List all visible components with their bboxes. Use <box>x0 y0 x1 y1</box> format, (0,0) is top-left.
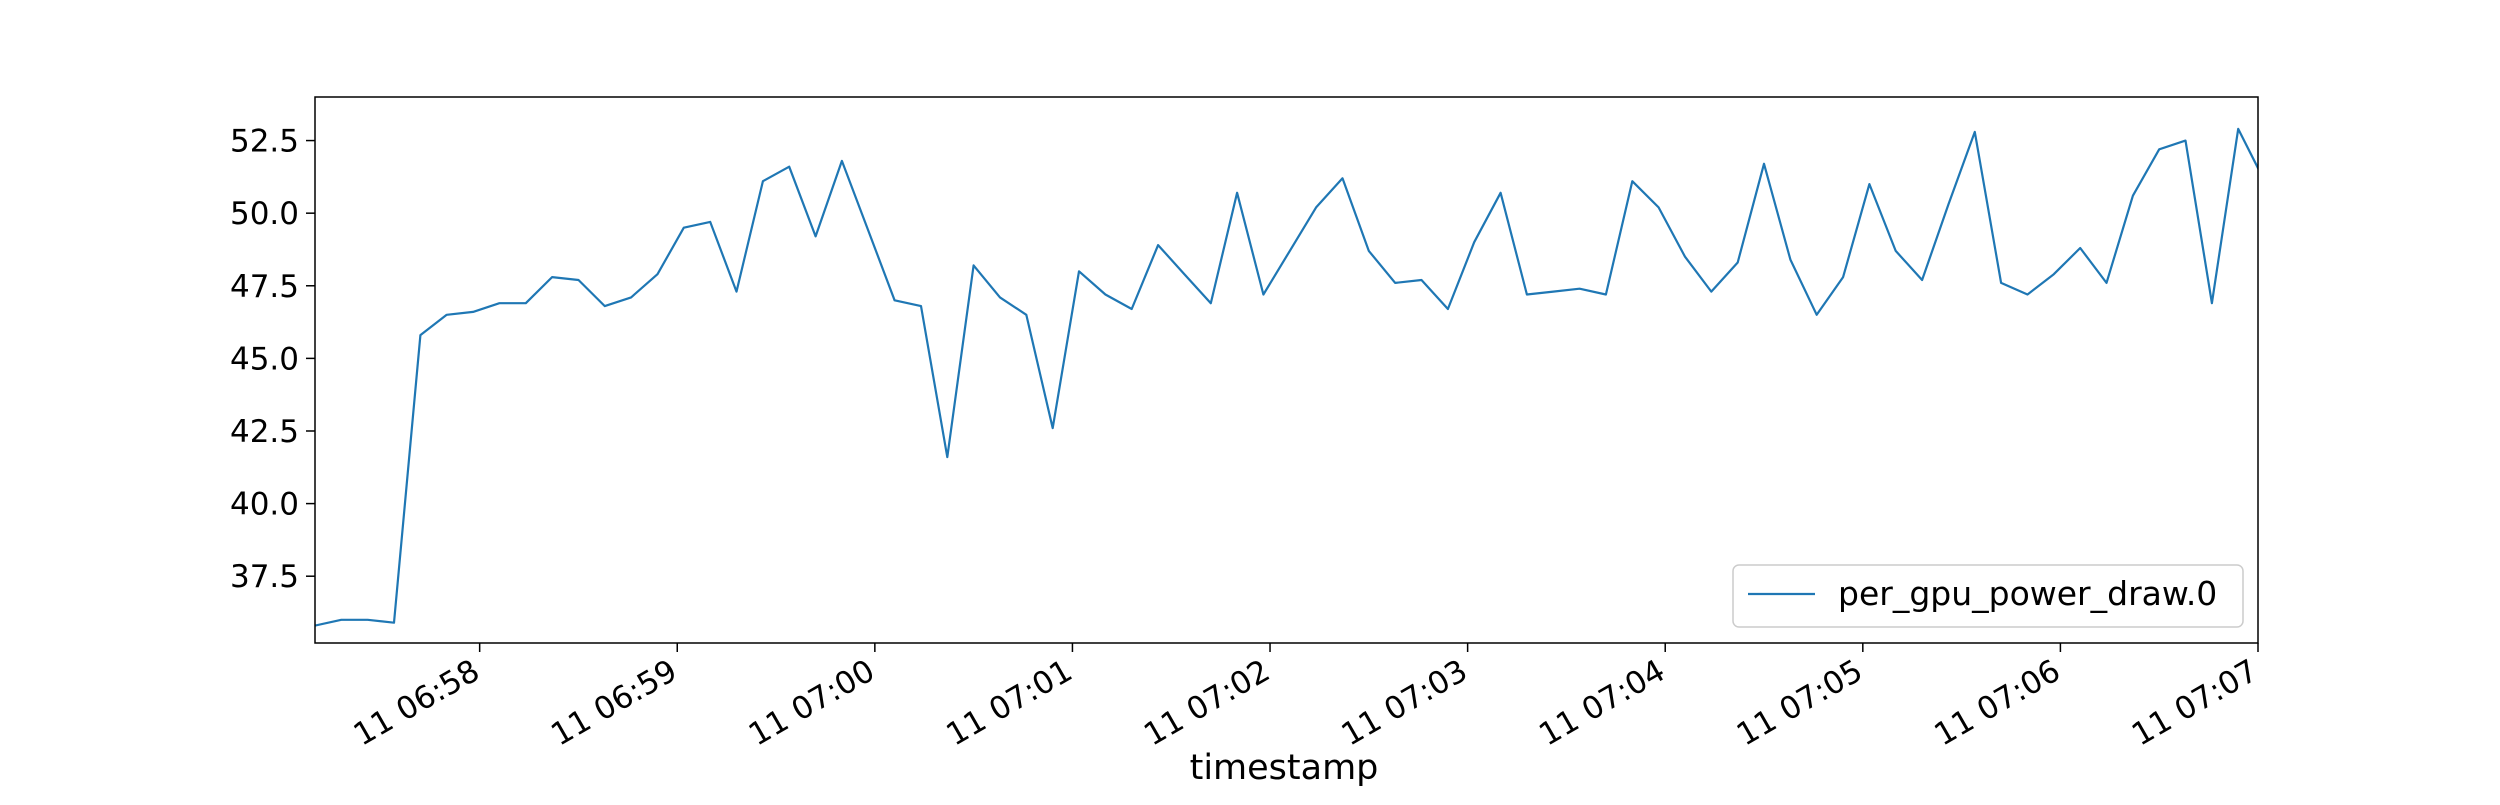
x-tick-label: 11 07:01 <box>940 653 1078 753</box>
plot-area <box>314 96 2259 644</box>
y-tick-label: 52.5 <box>230 124 299 160</box>
x-tick-label: 11 07:07 <box>2126 653 2264 753</box>
legend: per_gpu_power_draw.0 <box>1732 564 2244 628</box>
x-tick-label: 11 07:05 <box>1731 653 1869 753</box>
axes-frame <box>314 96 2259 644</box>
x-tick-label: 11 07:03 <box>1336 653 1474 753</box>
x-tick-label: 11 07:00 <box>743 653 881 753</box>
y-tick-label: 47.5 <box>230 269 299 305</box>
y-axis: 37.5 40.0 42.5 45.0 47.5 50.0 52.5 <box>230 124 315 595</box>
legend-box <box>1732 564 2244 628</box>
legend-label: per_gpu_power_draw.0 <box>1838 574 2217 613</box>
series-line-0 <box>315 127 2258 627</box>
y-tick-label: 42.5 <box>230 414 299 450</box>
y-tick-label: 37.5 <box>230 559 299 595</box>
x-tick-label: 11 07:02 <box>1138 653 1276 753</box>
y-tick-label: 50.0 <box>230 196 299 232</box>
x-tick-label: 11 06:59 <box>545 653 683 753</box>
x-tick-label: 11 07:04 <box>1533 653 1671 753</box>
y-tick-label: 40.0 <box>230 487 299 523</box>
x-tick-label: 11 07:06 <box>1928 653 2066 753</box>
x-axis: 11 06:58 11 06:59 11 07:00 11 07:01 11 07:02… <box>348 643 2264 753</box>
x-axis-label: timestamp <box>1190 748 1379 788</box>
x-tick-label: 11 06:58 <box>348 653 486 753</box>
y-tick-label: 45.0 <box>230 341 299 377</box>
